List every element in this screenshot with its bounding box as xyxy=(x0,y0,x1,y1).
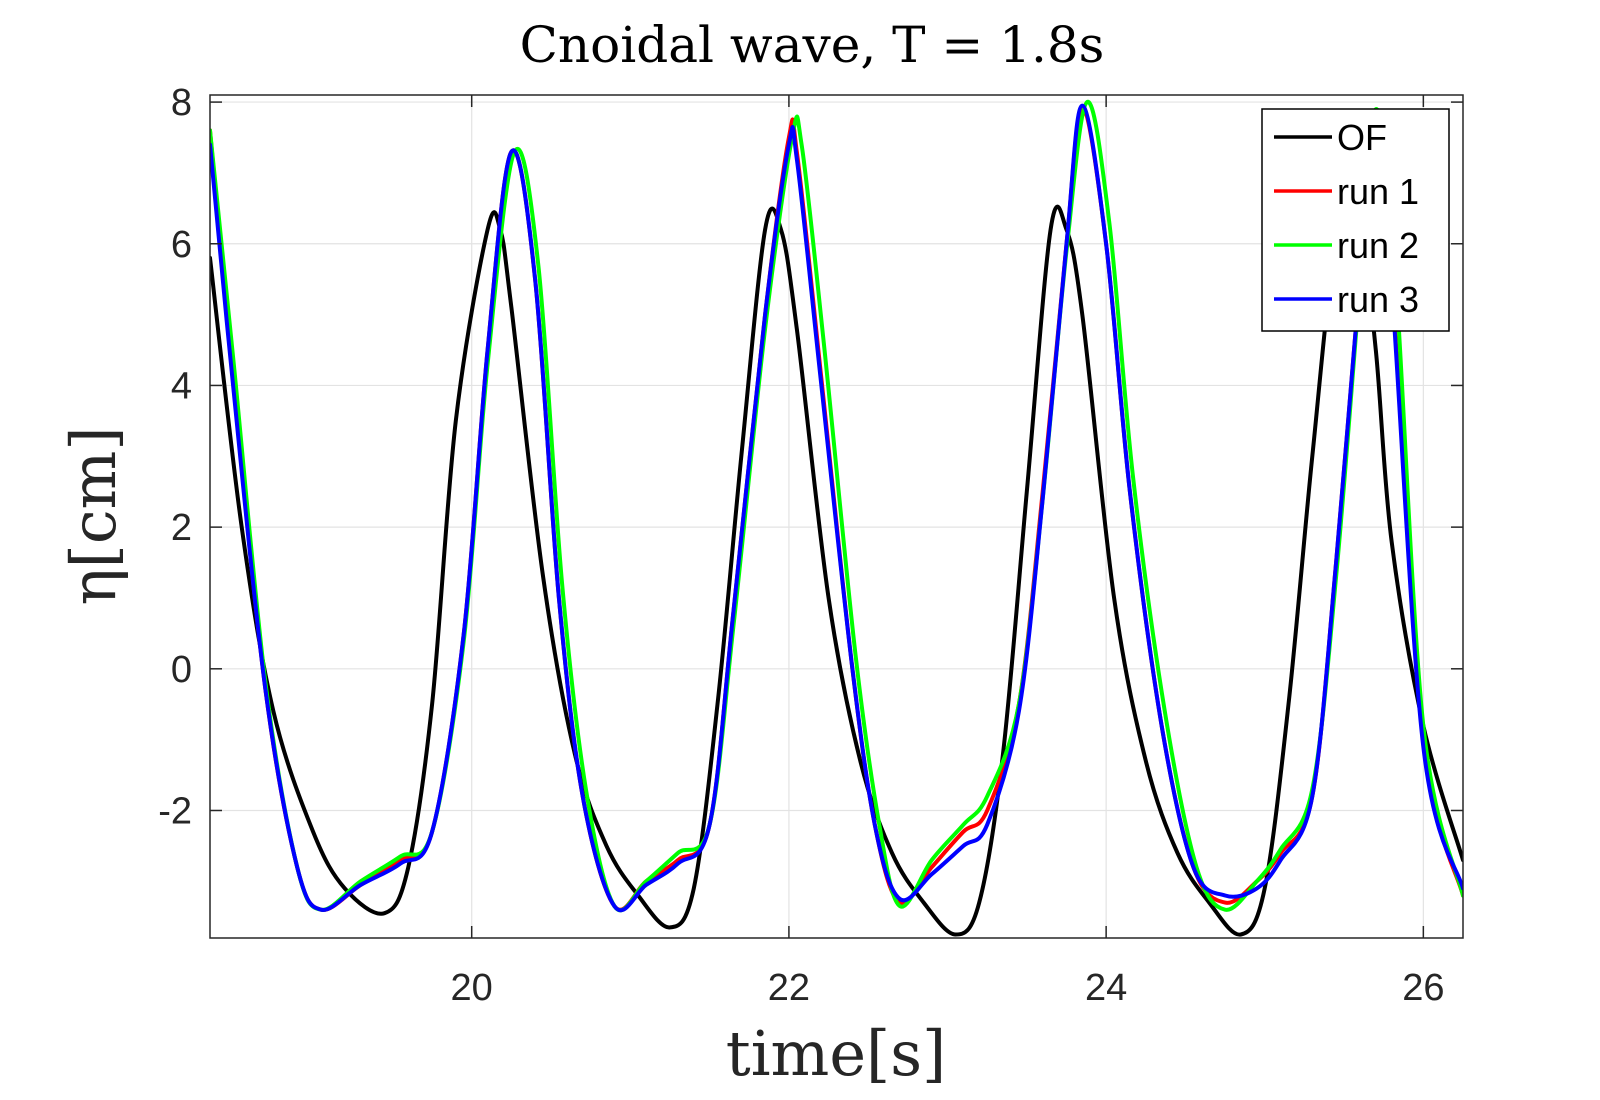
x-tick-label: 24 xyxy=(1085,967,1127,1009)
y-tick-label: 6 xyxy=(171,224,192,266)
x-tick-label: 20 xyxy=(451,967,493,1009)
series-lines xyxy=(210,100,1463,937)
y-tick-label: 4 xyxy=(171,365,192,407)
y-tick-label: 2 xyxy=(171,507,192,549)
chart-title: Cnoidal wave, T = 1.8s xyxy=(520,16,1105,74)
legend-label: run 2 xyxy=(1337,225,1419,266)
legend-label: run 1 xyxy=(1337,171,1419,212)
x-tick-label: 22 xyxy=(768,967,810,1009)
x-axis-label: time[s] xyxy=(726,1017,946,1090)
x-tick-label: 26 xyxy=(1402,967,1444,1009)
legend: OF run 1 run 2 run 3 xyxy=(1261,108,1450,332)
y-axis-label: η[cm] xyxy=(57,426,130,605)
y-tick-label: -2 xyxy=(158,790,192,832)
legend-label: run 3 xyxy=(1337,279,1419,320)
plot-frame xyxy=(209,94,1464,939)
y-tick-label: 8 xyxy=(171,82,192,124)
y-tick-label: 0 xyxy=(171,649,192,691)
legend-box xyxy=(1261,108,1450,332)
legend-label: OF xyxy=(1337,117,1387,158)
series-line-run-3 xyxy=(210,103,1463,913)
series-line-of xyxy=(210,204,1463,937)
